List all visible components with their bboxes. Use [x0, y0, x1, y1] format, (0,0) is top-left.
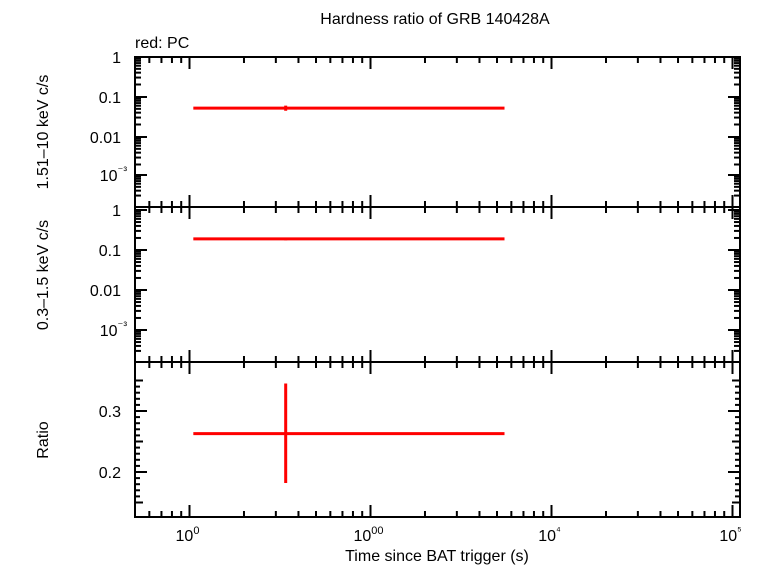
x-tick-label: 100 — [176, 525, 200, 545]
x-tick-label: 10⁵ — [719, 525, 741, 545]
chart-title: Hardness ratio of GRB 140428A — [320, 11, 550, 28]
y-tick-label: 10⁻³ — [100, 165, 128, 185]
y-axis-label: 0.3–1.5 keV c/s — [35, 220, 52, 330]
x-tick-label: 1000 — [353, 525, 383, 545]
panel-frame — [134, 361, 741, 518]
y-tick-label: 0.1 — [99, 243, 121, 260]
y-tick-label: 0.01 — [90, 130, 121, 147]
y-tick-label: 0.01 — [90, 283, 121, 300]
legend-label: red: PC — [135, 35, 189, 52]
y-tick-label: 0.3 — [99, 404, 121, 421]
panel-bottom-ratio: 0.3 0.2 100 1000 10⁴ 10⁵ Ratio — [35, 361, 742, 545]
y-tick-label: 1 — [112, 203, 121, 220]
y-tick-label: 0.2 — [99, 465, 121, 482]
panel-middle-soft-band: 1 0.1 0.01 10⁻³ 0.3–1.5 keV c/s — [35, 203, 741, 363]
y-axis-label: Ratio — [35, 421, 52, 458]
panel-frame — [134, 56, 741, 208]
x-axis-label: Time since BAT trigger (s) — [345, 548, 529, 565]
panel-top-hard-band: 1 0.1 0.01 10⁻³ 1.51–10 keV c/s — [35, 50, 741, 208]
y-tick-label: 1 — [112, 50, 121, 67]
y-tick-label: 10⁻³ — [100, 320, 128, 340]
x-tick-label: 10⁴ — [538, 525, 561, 545]
y-tick-label: 0.1 — [99, 90, 121, 107]
y-axis-label: 1.51–10 keV c/s — [35, 75, 52, 190]
panel-frame — [134, 206, 741, 363]
